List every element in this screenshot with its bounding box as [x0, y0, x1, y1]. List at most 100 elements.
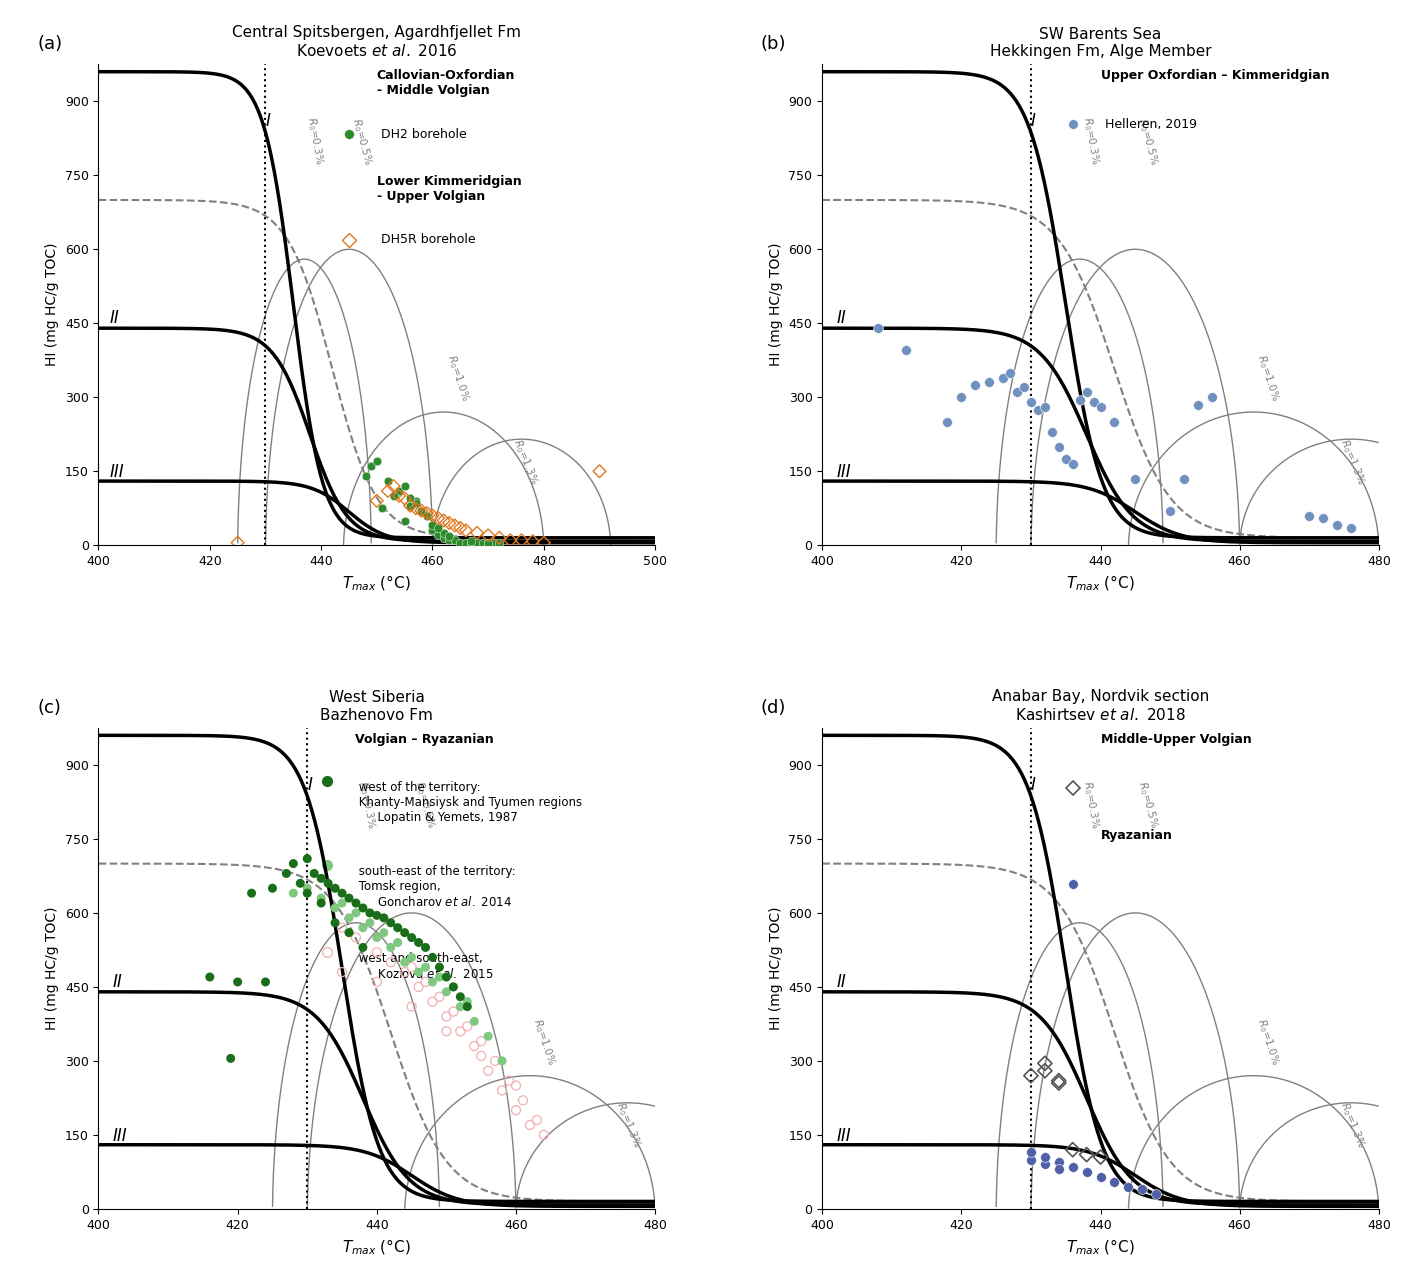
Point	[380, 913, 402, 934]
Point	[1200, 387, 1223, 408]
Y-axis label: HI (mg HC/g TOC): HI (mg HC/g TOC)	[768, 907, 782, 1030]
Point	[491, 1051, 514, 1071]
Point	[338, 908, 360, 928]
Point	[288, 873, 311, 894]
Point	[950, 387, 972, 408]
Point	[1103, 1172, 1126, 1192]
Text: III: III	[113, 1127, 127, 1145]
Text: $R_0$=1.0%: $R_0$=1.0%	[443, 352, 471, 404]
Point	[405, 498, 428, 518]
Point	[1061, 454, 1083, 475]
Point	[352, 917, 374, 937]
Text: II: II	[113, 974, 122, 992]
Point	[511, 530, 533, 550]
Point	[394, 489, 416, 509]
Point	[1061, 1139, 1083, 1160]
Text: I: I	[307, 775, 312, 793]
Point	[295, 849, 318, 869]
Point	[1339, 518, 1362, 539]
Title: West Siberia
Bazhenovo Fm: West Siberia Bazhenovo Fm	[321, 691, 433, 723]
Point	[992, 368, 1014, 388]
Point	[438, 526, 460, 547]
Point	[295, 883, 318, 904]
Point	[1020, 1065, 1043, 1085]
Point	[432, 527, 454, 548]
Point	[470, 1046, 492, 1066]
Title: Anabar Bay, Nordvik section
Kashirtsev $et\ al.$ 2018: Anabar Bay, Nordvik section Kashirtsev $…	[992, 689, 1209, 723]
Point	[359, 913, 381, 934]
Point	[394, 511, 416, 531]
Point	[345, 927, 367, 948]
Point	[443, 516, 466, 536]
Point	[303, 863, 325, 883]
Point	[936, 412, 958, 432]
Point	[421, 992, 443, 1012]
Point	[498, 1070, 521, 1091]
Point	[1145, 1183, 1168, 1204]
Point	[1131, 1179, 1154, 1200]
Point	[428, 967, 450, 988]
Point	[438, 513, 460, 534]
Point	[1325, 516, 1348, 536]
Point	[442, 976, 464, 997]
Text: III: III	[836, 463, 851, 481]
Point	[1034, 1053, 1057, 1074]
Point	[383, 476, 405, 496]
Point	[331, 962, 353, 983]
Point	[426, 508, 449, 529]
Point	[533, 1124, 556, 1145]
Point	[428, 957, 450, 977]
Y-axis label: HI (mg HC/g TOC): HI (mg HC/g TOC)	[45, 907, 59, 1030]
Point	[400, 489, 422, 509]
Text: DH5R borehole: DH5R borehole	[377, 233, 476, 247]
Point	[421, 520, 443, 540]
X-axis label: $T_{max}$ (°C): $T_{max}$ (°C)	[342, 1237, 411, 1256]
Point	[533, 532, 556, 553]
Text: $R_0$=0.5%: $R_0$=0.5%	[1135, 116, 1161, 167]
Point	[324, 898, 346, 918]
Point	[1117, 1177, 1140, 1197]
Text: $R_0$=0.3%: $R_0$=0.3%	[356, 779, 378, 829]
Point	[366, 490, 388, 511]
Point	[345, 892, 367, 913]
Point	[380, 937, 402, 958]
Point	[435, 967, 457, 988]
Point	[1048, 436, 1071, 457]
Point	[1186, 395, 1209, 415]
Point	[366, 905, 388, 926]
Text: I: I	[1031, 775, 1036, 793]
Point	[463, 1035, 485, 1056]
Point	[432, 522, 454, 543]
Title: Central Spitsbergen, Agardhfjellet Fm
Koevoets $et\ al.$ 2016: Central Spitsbergen, Agardhfjellet Fm Ko…	[232, 26, 522, 59]
Point	[1068, 390, 1090, 410]
Point	[1075, 1145, 1097, 1165]
Point	[1027, 399, 1050, 419]
Text: south-east of the territory:
 Tomsk region,
      Goncharov $et\ al.$ 2014: south-east of the territory: Tomsk regio…	[355, 865, 515, 909]
Point	[449, 1021, 471, 1042]
Text: I: I	[1031, 112, 1036, 130]
Point	[1048, 1152, 1071, 1173]
Point	[505, 1100, 528, 1120]
Point	[401, 946, 424, 967]
Point	[1089, 397, 1112, 418]
Point	[460, 531, 483, 552]
Point	[414, 972, 436, 993]
Point	[438, 530, 460, 550]
Point	[435, 1021, 457, 1042]
Point	[470, 1031, 492, 1052]
Text: (a): (a)	[37, 36, 62, 54]
Point	[466, 532, 488, 553]
Point	[421, 972, 443, 993]
Point	[1048, 1073, 1071, 1093]
Point	[338, 922, 360, 943]
Point	[435, 1006, 457, 1026]
Point	[421, 516, 443, 536]
Text: (d): (d)	[761, 700, 787, 718]
Point	[477, 532, 499, 553]
Point	[415, 503, 438, 523]
Point	[405, 493, 428, 513]
Point	[454, 520, 477, 540]
Text: Volgian – Ryazanian: Volgian – Ryazanian	[355, 733, 494, 746]
Point	[1041, 422, 1064, 442]
Point	[1103, 412, 1126, 432]
